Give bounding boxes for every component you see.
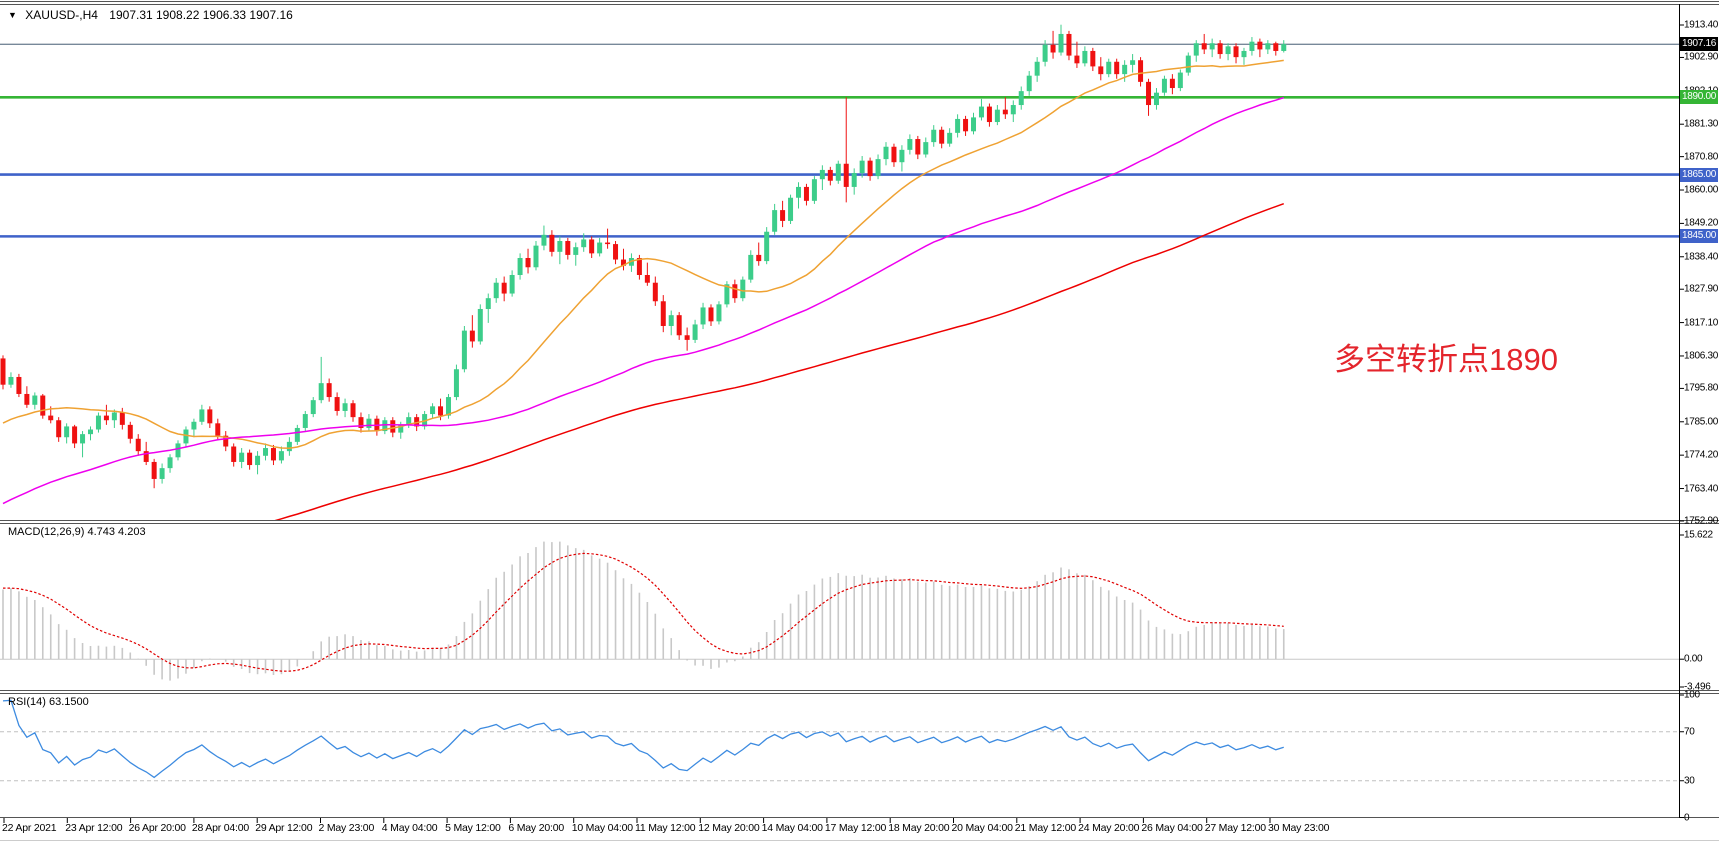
macd-panel	[0, 541, 1679, 681]
time-tick-label: 17 May 12:00	[824, 822, 887, 834]
rsi-panel	[0, 699, 1679, 782]
time-tick-label: 14 May 04:00	[761, 822, 823, 834]
price-tick-label: 1806.30	[1684, 350, 1719, 362]
chart-title: ▼ XAUUSD-,H4 1907.31 1908.22 1906.33 190…	[8, 8, 293, 22]
ma-20-line	[2, 59, 1284, 449]
ohlc-values: 1907.31 1908.22 1906.33 1907.16	[109, 8, 293, 22]
macd-tick-label: 15.622	[1684, 529, 1713, 541]
time-tick-label: 27 May 12:00	[1204, 822, 1266, 834]
rsi-tick-label: 70	[1684, 726, 1695, 738]
symbol-period-label: XAUUSD-,H4	[25, 8, 98, 22]
price-tick-label: 1827.90	[1684, 283, 1719, 295]
moving-averages-group	[2, 59, 1285, 520]
price-tick-label: 1785.00	[1684, 416, 1719, 428]
price-tick-label: 1795.80	[1684, 382, 1719, 394]
price-tick-label: 1881.30	[1684, 118, 1719, 130]
price-tick-label: 1913.40	[1684, 19, 1719, 31]
rsi-line	[2, 699, 1284, 779]
time-tick-label: 4 May 04:00	[381, 822, 438, 834]
price-tick-label: 1838.40	[1684, 251, 1719, 263]
price-tick-label: 1849.20	[1684, 217, 1719, 229]
price-tick-label: 1817.10	[1684, 317, 1719, 329]
price-tick-label: 1870.80	[1684, 151, 1719, 163]
time-tick-label: 20 May 04:00	[951, 822, 1013, 834]
price-badge-level-1890.00: 1890.00	[1680, 90, 1718, 105]
time-tick-label: 6 May 20:00	[508, 822, 564, 834]
price-tick-label: 1902.90	[1684, 51, 1719, 63]
time-tick-label: 10 May 04:00	[571, 822, 633, 834]
candles-group	[0, 24, 1287, 489]
time-tick-label: 18 May 20:00	[888, 822, 950, 834]
price-tick-label: 1774.20	[1684, 449, 1719, 461]
macd-signal-line	[3, 552, 1284, 672]
time-tick-label: 11 May 12:00	[635, 822, 696, 834]
collapse-arrow-icon[interactable]: ▼	[8, 10, 17, 20]
rsi-tick-label: 100	[1684, 689, 1700, 701]
time-tick-label: 28 Apr 04:00	[191, 822, 250, 834]
time-tick-label: 26 Apr 20:00	[128, 822, 186, 834]
time-tick-label: 23 Apr 12:00	[65, 822, 123, 834]
time-tick-label: 22 Apr 2021	[2, 822, 57, 834]
price-tick-label: 1763.40	[1684, 483, 1719, 495]
price-badge-level-1865.00: 1865.00	[1680, 167, 1718, 182]
time-tick-label: 2 May 23:00	[318, 822, 375, 834]
annotation-text[interactable]: 多空转折点1890	[1334, 342, 1558, 377]
time-tick-label: 12 May 20:00	[698, 822, 760, 834]
macd-indicator-label: MACD(12,26,9) 4.743 4.203	[8, 526, 146, 538]
rsi-indicator-label: RSI(14) 63.1500	[8, 696, 89, 708]
time-tick-label: 24 May 20:00	[1078, 822, 1140, 834]
time-tick-label: 30 May 23:00	[1268, 822, 1330, 834]
price-badge-level-1845.00: 1845.00	[1680, 229, 1718, 244]
price-tick-label: 1752.90	[1684, 515, 1719, 527]
rsi-tick-label: 0	[1684, 812, 1690, 823]
price-tick-label: 1860.00	[1684, 184, 1719, 196]
macd-tick-label: -3.496	[1684, 681, 1711, 693]
time-tick-label: 29 Apr 12:00	[255, 822, 313, 834]
macd-tick-label: 0.00	[1684, 653, 1703, 665]
ma-60-line	[2, 96, 1284, 505]
rsi-tick-label: 30	[1684, 775, 1695, 787]
price-badge-current: 1907.16	[1680, 37, 1718, 52]
time-tick-label: 21 May 12:00	[1014, 822, 1077, 834]
ma-120-line	[274, 202, 1285, 520]
time-tick-label: 26 May 04:00	[1141, 822, 1203, 834]
time-tick-label: 5 May 12:00	[445, 822, 501, 834]
